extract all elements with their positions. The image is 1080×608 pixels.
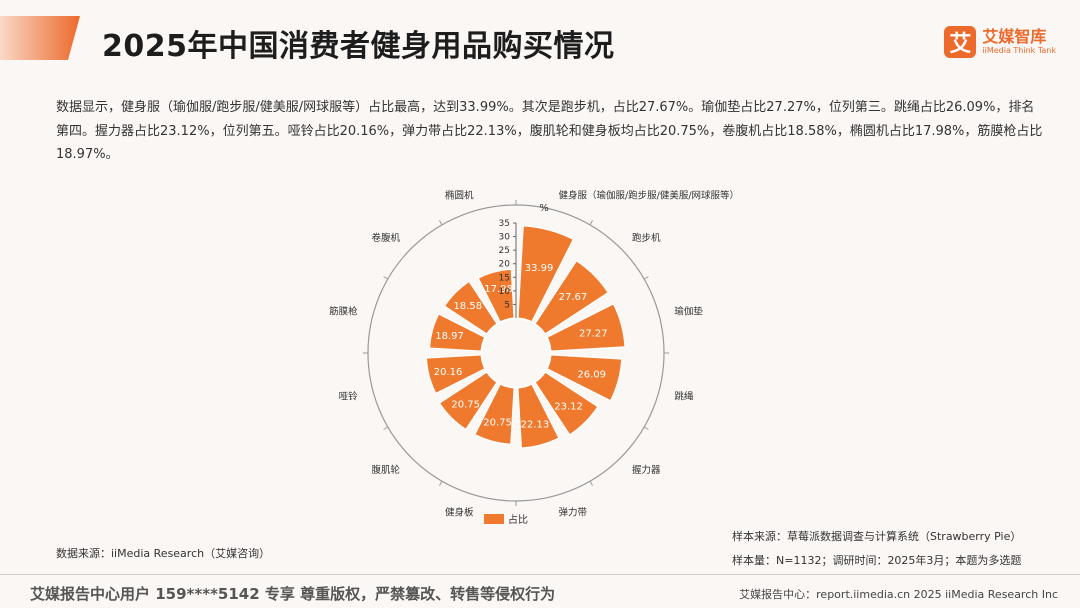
polar-bar — [443, 280, 498, 335]
footer-copyright: 艾媒报告中心用户 159****5142 专享 尊重版权，严禁篡改、转售等侵权行… — [30, 585, 556, 603]
data-label: 33.99 — [525, 263, 554, 274]
data-label: 17.98 — [484, 284, 513, 295]
angular-tick — [383, 426, 389, 430]
category-label: 健身服（瑜伽服/跑步服/健美服/网球服等） — [558, 190, 739, 202]
logo-name-en: iiMedia Think Tank — [982, 46, 1056, 55]
legend-label: 占比 — [508, 513, 528, 526]
category-label: 握力器 — [632, 464, 661, 476]
footer-site: 艾媒报告中心：report.iimedia.cn 2025 iiMedia Re… — [739, 588, 1058, 601]
category-label: 弹力带 — [558, 506, 587, 518]
radial-tick-label: 15 — [499, 273, 510, 283]
polar-center-hole — [481, 318, 551, 388]
radial-tick-label: 20 — [499, 260, 511, 270]
data-label: 20.75 — [451, 399, 480, 410]
polar-bar — [477, 268, 515, 323]
category-label: 跳绳 — [674, 390, 694, 402]
data-label: 23.12 — [554, 402, 583, 413]
angular-tick — [589, 480, 593, 486]
polar-bar — [474, 383, 515, 445]
sample-size: 样本量：N=1132；调研时间：2025年3月；本题为多选题 — [732, 554, 1022, 567]
category-label: 腹肌轮 — [372, 464, 401, 476]
logo-mark: 艾 — [944, 26, 977, 58]
angular-tick — [383, 276, 389, 280]
polar-bar — [438, 371, 498, 431]
angular-tick — [439, 220, 443, 226]
footer-divider — [0, 574, 1080, 575]
angular-tick — [589, 220, 593, 226]
category-label: 卷腹机 — [372, 232, 401, 244]
data-label: 18.97 — [435, 331, 464, 342]
polar-bar — [517, 225, 574, 323]
iimedia-logo: 艾 艾媒智库 iiMedia Think Tank — [944, 26, 1056, 58]
angular-tick — [643, 426, 649, 430]
radial-tick-label: 10 — [499, 287, 511, 297]
category-label: 瑜伽垫 — [674, 306, 703, 318]
radial-tick-label: 35 — [499, 219, 510, 229]
logo-name: 艾媒智库 — [982, 27, 1047, 46]
page-title: 2025年中国消费者健身用品购买情况 — [102, 29, 615, 64]
polar-bar — [546, 354, 623, 402]
radial-unit-label: % — [539, 203, 549, 214]
category-label: 跑步机 — [632, 232, 661, 244]
data-source: 数据来源：iiMedia Research（艾媒咨询） — [56, 547, 271, 560]
data-label: 27.27 — [579, 328, 608, 339]
polar-bar — [546, 303, 626, 352]
legend-swatch — [484, 514, 504, 524]
radial-tick-label: 25 — [499, 246, 510, 256]
data-label: 26.09 — [577, 369, 606, 380]
polar-axis-circle — [367, 204, 665, 502]
polar-bar — [534, 371, 599, 436]
category-label: 筋膜枪 — [329, 306, 358, 318]
data-label: 27.67 — [559, 292, 588, 303]
polar-bar — [534, 260, 609, 335]
data-label: 22.13 — [521, 420, 550, 431]
radial-tick-label: 30 — [499, 233, 511, 243]
data-label: 18.58 — [453, 301, 482, 312]
data-label: 20.16 — [434, 367, 463, 378]
category-label: 哑铃 — [339, 390, 359, 402]
sample-source: 样本来源：草莓派数据调查与计算系统（Strawberry Pie） — [732, 530, 1022, 543]
radial-tick-label: 5 — [504, 300, 510, 310]
intro-text: 数据显示，健身服（瑜伽服/跑步服/健美服/网球服等）占比最高，达到33.99%。… — [56, 100, 1043, 162]
polar-bar — [425, 354, 486, 394]
data-label: 20.75 — [483, 418, 512, 429]
category-label: 健身板 — [445, 506, 474, 518]
title-accent-bar — [0, 16, 80, 60]
polar-bar — [517, 383, 560, 449]
category-label: 椭圆机 — [445, 190, 474, 202]
angular-tick — [643, 276, 649, 280]
angular-tick — [439, 480, 443, 486]
polar-bar — [429, 313, 486, 352]
